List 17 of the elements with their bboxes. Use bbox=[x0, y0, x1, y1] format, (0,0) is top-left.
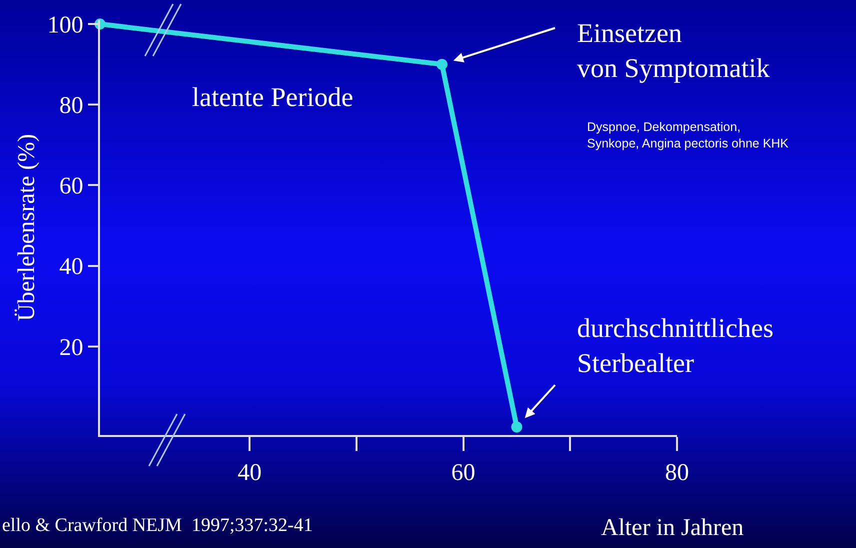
y-tick-label: 100 bbox=[47, 12, 84, 38]
x-tick-label: 80 bbox=[665, 460, 689, 486]
y-tick-label: 60 bbox=[59, 174, 84, 200]
y-tick-label: 20 bbox=[59, 334, 84, 361]
annotation: durchschnittliches Sterbealter bbox=[577, 313, 774, 378]
y-tick-label: 40 bbox=[59, 254, 84, 280]
point bbox=[511, 421, 522, 432]
x-axis-title: Alter in Jahren bbox=[601, 515, 744, 541]
text: ello & Crawford NEJM 1997;337:32-41 bbox=[2, 515, 313, 536]
x-tick-label: 60 bbox=[451, 460, 476, 486]
x-tick-label: 40 bbox=[238, 460, 262, 486]
y-tick-label: 80 bbox=[59, 93, 84, 120]
point bbox=[436, 58, 448, 70]
annotation: latente Periode bbox=[192, 82, 354, 112]
y-axis-title: Überlebensrate (%) bbox=[14, 134, 40, 322]
annotation: Dyspnoe, Dekompensation, Synkope, Angina pectoris ohne KHK bbox=[587, 120, 790, 150]
annotation: Einsetzen von Symptomatik bbox=[577, 18, 770, 84]
